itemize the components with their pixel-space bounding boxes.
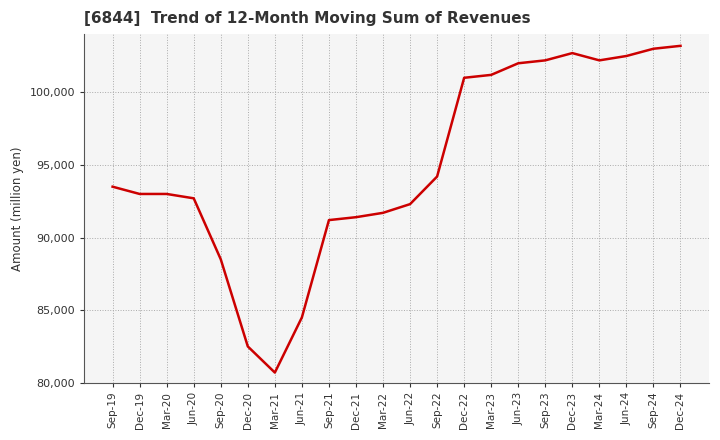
Y-axis label: Amount (million yen): Amount (million yen) <box>11 146 24 271</box>
Text: [6844]  Trend of 12-Month Moving Sum of Revenues: [6844] Trend of 12-Month Moving Sum of R… <box>84 11 531 26</box>
